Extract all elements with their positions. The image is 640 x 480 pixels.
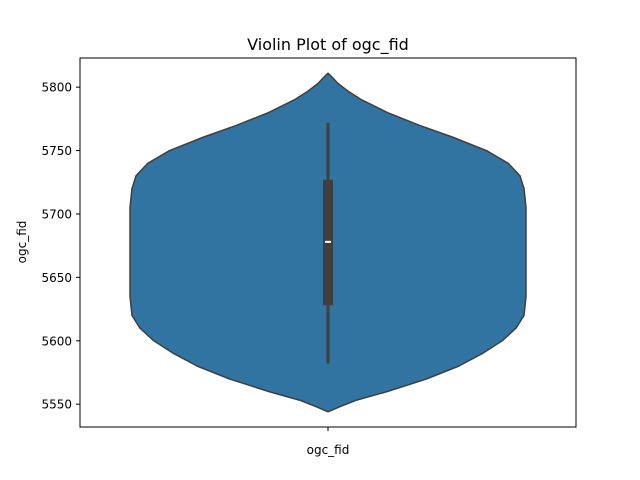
y-tick-label: 5800 [41, 81, 72, 95]
y-tick-label: 5600 [41, 334, 72, 348]
x-axis: ogc_fid [307, 427, 350, 457]
x-tick-label: ogc_fid [307, 443, 350, 457]
y-tick-label: 5750 [41, 144, 72, 158]
y-axis-label: ogc_fid [15, 221, 29, 264]
plot-area [79, 57, 577, 428]
y-tick-label: 5700 [41, 207, 72, 221]
y-axis: 5550 5600 5650 5700 5750 5800 [41, 81, 80, 412]
chart-title: Violin Plot of ogc_fid [247, 35, 409, 55]
y-tick-label: 5650 [41, 271, 72, 285]
y-tick-label: 5550 [41, 398, 72, 412]
